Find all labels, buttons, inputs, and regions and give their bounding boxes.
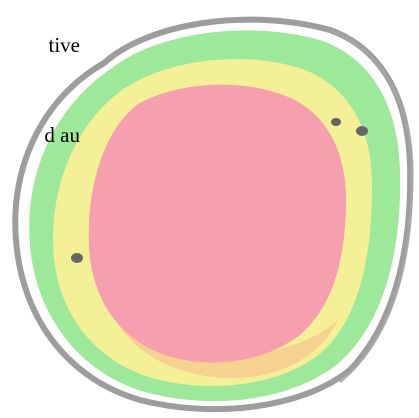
outline-stroke: [12, 16, 414, 413]
outline-stroke-secondary: [329, 28, 414, 384]
text-line: d au: [44, 123, 80, 147]
marker-dot: [71, 253, 83, 263]
marker-dot: [356, 126, 368, 136]
marker-dot: [331, 118, 341, 126]
text-line: tive: [48, 33, 81, 57]
partial-text-fragment: tive d au: [0, 0, 80, 150]
inner-zone: [88, 84, 347, 363]
